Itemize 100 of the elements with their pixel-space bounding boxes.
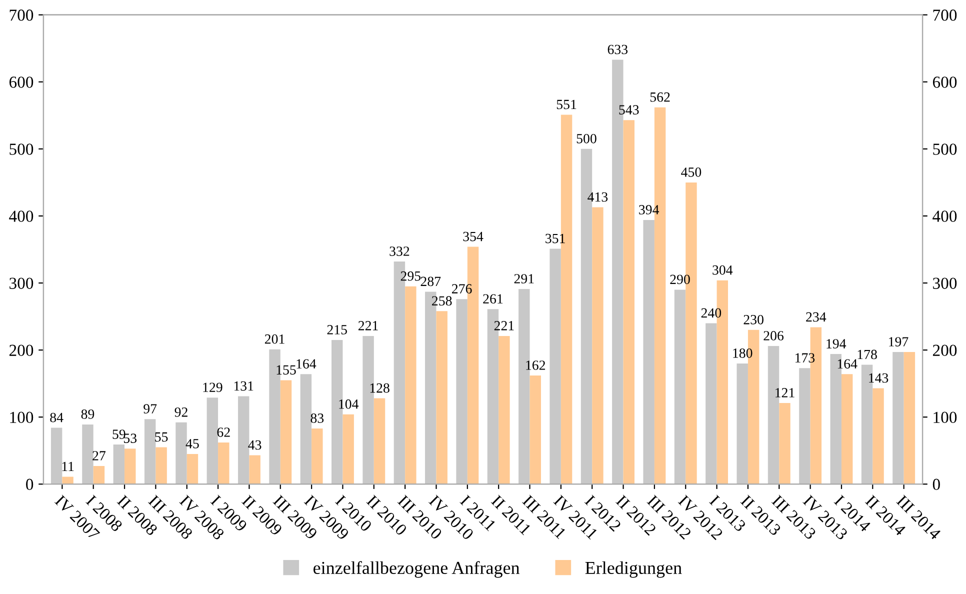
bar <box>436 311 448 484</box>
y-tick-label: 500 <box>10 144 34 155</box>
data-label: 290 <box>670 274 690 284</box>
bar <box>374 398 386 484</box>
bar <box>706 323 717 484</box>
bar <box>62 476 74 484</box>
data-label: 84 <box>50 412 64 422</box>
y2-tick-label: 0 <box>932 478 940 490</box>
bar <box>156 447 167 484</box>
bar <box>904 352 916 484</box>
y2-tick-label: 100 <box>934 412 957 424</box>
bar <box>841 374 853 484</box>
bar <box>218 442 230 484</box>
bar <box>238 396 250 484</box>
data-label: 258 <box>432 296 452 306</box>
data-label: 180 <box>733 348 752 358</box>
bar <box>623 120 634 484</box>
y2-tick-label: 400 <box>932 210 957 222</box>
data-label: 104 <box>339 399 359 409</box>
data-label: 230 <box>744 314 764 324</box>
bar <box>300 374 312 484</box>
bar <box>872 388 884 484</box>
data-label: 551 <box>556 100 576 110</box>
data-label: 201 <box>264 334 284 344</box>
data-label: 543 <box>619 105 639 114</box>
bar <box>342 414 354 484</box>
bar <box>249 455 260 484</box>
data-label: 55 <box>155 432 168 442</box>
bar <box>456 299 468 484</box>
data-label: 164 <box>296 359 316 369</box>
y-tick-label: 0 <box>26 478 34 490</box>
data-label: 215 <box>327 325 347 334</box>
data-label: 413 <box>588 192 608 202</box>
data-label: 304 <box>712 265 733 275</box>
data-label: 53 <box>124 434 137 443</box>
bar <box>530 376 541 484</box>
y2-tick-label: 700 <box>933 10 957 21</box>
data-label: 291 <box>514 274 534 284</box>
data-label: 287 <box>420 276 441 286</box>
data-label: 129 <box>203 382 222 392</box>
data-label: 89 <box>81 409 94 419</box>
data-label: 221 <box>358 321 378 330</box>
y2-tick-label: 200 <box>932 344 957 356</box>
data-label: 332 <box>390 246 410 256</box>
bar <box>498 336 510 484</box>
y2-tick-label: 600 <box>932 76 957 88</box>
data-label: 354 <box>463 232 484 242</box>
data-label: 27 <box>92 451 106 460</box>
data-label: 83 <box>310 413 324 423</box>
data-label: 261 <box>483 294 503 304</box>
bar <box>82 424 94 484</box>
data-label: 197 <box>889 337 908 346</box>
data-label: 450 <box>681 167 702 177</box>
data-label: 128 <box>370 383 390 393</box>
bar <box>736 363 748 484</box>
data-label: 206 <box>764 331 784 340</box>
bar <box>674 290 686 484</box>
data-label: 155 <box>276 365 296 375</box>
bar <box>405 286 416 484</box>
data-label: 295 <box>400 271 421 281</box>
data-label: 11 <box>62 462 74 471</box>
y-tick-label: 400 <box>9 210 34 222</box>
y2-tick-label: 300 <box>933 278 957 289</box>
bar <box>799 368 810 484</box>
y-tick-label: 300 <box>10 278 34 289</box>
data-label: 131 <box>234 381 254 391</box>
data-label: 43 <box>248 440 262 450</box>
bar <box>50 428 62 484</box>
y-tick-label: 100 <box>10 412 34 424</box>
data-label: 59 <box>112 430 126 439</box>
y-tick-label: 200 <box>9 344 34 356</box>
data-label: 45 <box>186 439 199 448</box>
data-label: 121 <box>776 388 794 398</box>
legend-label: Erledigungen <box>585 561 682 578</box>
bar <box>186 454 198 484</box>
bar <box>176 422 187 484</box>
bar <box>312 428 323 484</box>
data-label: 240 <box>701 308 722 318</box>
data-label: 62 <box>217 428 230 437</box>
bar <box>643 220 654 484</box>
data-label: 194 <box>826 339 846 348</box>
data-label: 234 <box>806 312 826 322</box>
y-tick-label: 700 <box>10 10 34 21</box>
data-label: 351 <box>546 234 565 244</box>
data-label: 394 <box>639 205 660 214</box>
bar <box>113 444 125 484</box>
bar <box>280 380 292 484</box>
data-label: 500 <box>576 134 596 144</box>
bar <box>779 402 790 484</box>
legend-label: einzelfallbezogene Anfragen <box>314 561 520 578</box>
data-label: 162 <box>526 360 546 370</box>
data-label: 221 <box>494 321 514 330</box>
data-label: 143 <box>869 373 888 383</box>
bar <box>144 419 156 484</box>
bar <box>550 248 561 484</box>
data-label: 276 <box>452 284 472 294</box>
data-label: 633 <box>608 44 628 54</box>
data-label: 178 <box>858 350 877 360</box>
data-label: 562 <box>650 92 670 102</box>
data-label: 173 <box>796 353 815 363</box>
